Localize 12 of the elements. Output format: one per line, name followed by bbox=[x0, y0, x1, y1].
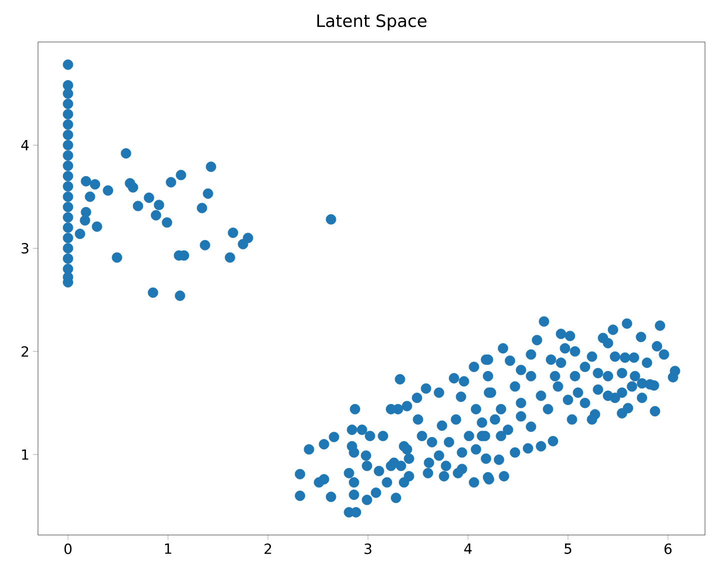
x-tick-label: 1 bbox=[165, 544, 172, 554]
y-tick-label: 1 bbox=[22, 449, 28, 460]
chart-title: Latent Space bbox=[317, 14, 426, 30]
x-tick-label: 4 bbox=[464, 544, 472, 554]
x-tick-label: 3 bbox=[364, 544, 372, 554]
x-tick-label: 6 bbox=[664, 544, 672, 554]
x-tick-label: 5 bbox=[564, 544, 572, 554]
y-tick-label: 3 bbox=[22, 242, 28, 254]
y-tick-label: 2 bbox=[22, 346, 28, 357]
y-tick-label: 4 bbox=[21, 140, 29, 150]
x-tick-label: 0 bbox=[64, 544, 72, 554]
x-tick-label: 2 bbox=[264, 544, 272, 554]
